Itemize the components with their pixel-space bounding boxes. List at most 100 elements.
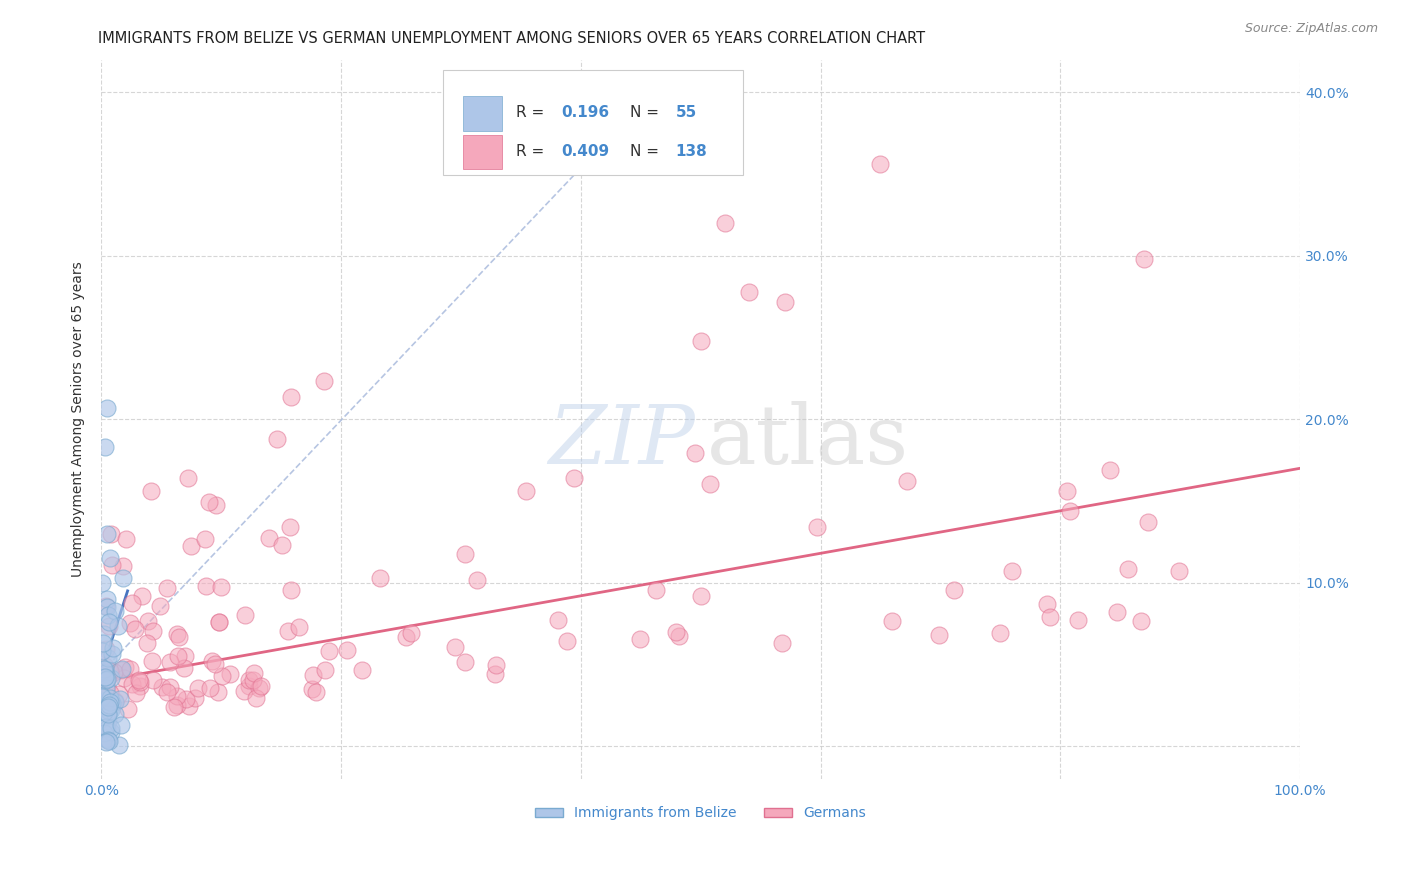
- Text: 55: 55: [675, 105, 697, 120]
- Point: [98, 551, 121, 566]
- Point: [124, 622, 146, 636]
- FancyBboxPatch shape: [443, 70, 742, 175]
- Point: [97, 714, 120, 728]
- Point: [1137, 515, 1160, 529]
- Point: [103, 641, 125, 656]
- Point: [110, 663, 132, 677]
- Point: [110, 718, 132, 732]
- Point: [100, 671, 122, 685]
- Point: [208, 615, 231, 630]
- Point: [93, 635, 115, 649]
- Point: [96, 679, 118, 693]
- Point: [184, 691, 207, 706]
- Point: [336, 643, 359, 657]
- Point: [91, 701, 114, 715]
- Point: [111, 662, 134, 676]
- Point: [103, 665, 125, 679]
- Point: [314, 374, 336, 388]
- Point: [125, 685, 148, 699]
- Point: [141, 673, 163, 687]
- Point: [93, 626, 115, 640]
- Point: [485, 657, 508, 672]
- Point: [117, 702, 139, 716]
- Point: [280, 391, 302, 405]
- Point: [238, 679, 260, 693]
- Point: [94, 670, 117, 684]
- Point: [1000, 564, 1022, 578]
- Point: [96, 693, 118, 707]
- Point: [942, 583, 965, 598]
- Point: [187, 681, 209, 695]
- Point: [1039, 610, 1062, 624]
- Point: [302, 668, 325, 682]
- Point: [94, 731, 117, 746]
- Point: [91, 644, 114, 658]
- Point: [465, 573, 488, 587]
- Point: [194, 579, 217, 593]
- Point: [150, 681, 173, 695]
- Point: [129, 675, 152, 690]
- Text: N =: N =: [630, 144, 664, 159]
- Point: [645, 582, 668, 597]
- Point: [136, 636, 159, 650]
- Point: [1067, 613, 1090, 627]
- Point: [271, 538, 294, 552]
- Text: R =: R =: [516, 144, 550, 159]
- Text: R =: R =: [516, 105, 550, 120]
- Point: [136, 615, 159, 629]
- Text: 0.409: 0.409: [561, 144, 610, 159]
- Point: [163, 700, 186, 714]
- Point: [896, 474, 918, 488]
- Point: [93, 662, 115, 676]
- Point: [96, 401, 118, 415]
- Point: [90, 575, 112, 590]
- Text: IMMIGRANTS FROM BELIZE VS GERMAN UNEMPLOYMENT AMONG SENIORS OVER 65 YEARS CORREL: IMMIGRANTS FROM BELIZE VS GERMAN UNEMPLO…: [98, 31, 925, 46]
- Point: [90, 690, 112, 704]
- Point: [245, 690, 267, 705]
- Point: [112, 558, 135, 573]
- Point: [100, 558, 122, 573]
- Point: [713, 216, 735, 230]
- Point: [665, 624, 688, 639]
- Point: [257, 531, 280, 545]
- Point: [94, 440, 117, 454]
- Point: [1107, 605, 1129, 619]
- Point: [454, 655, 477, 669]
- Point: [454, 547, 477, 561]
- Point: [232, 684, 254, 698]
- Point: [94, 673, 117, 687]
- Point: [562, 471, 585, 485]
- Point: [219, 667, 242, 681]
- Point: [249, 679, 271, 693]
- Point: [305, 685, 328, 699]
- Point: [173, 660, 195, 674]
- Point: [208, 615, 231, 630]
- Point: [628, 632, 651, 646]
- Point: [668, 629, 690, 643]
- Point: [318, 644, 340, 658]
- Point: [139, 483, 162, 498]
- Text: 0.196: 0.196: [561, 105, 610, 120]
- Point: [100, 721, 122, 735]
- Point: [96, 706, 118, 721]
- Point: [280, 583, 302, 598]
- Point: [97, 699, 120, 714]
- Point: [121, 676, 143, 690]
- Point: [205, 498, 228, 512]
- Point: [242, 673, 264, 687]
- Point: [90, 690, 112, 705]
- Point: [128, 673, 150, 687]
- Point: [100, 526, 122, 541]
- Point: [93, 705, 115, 719]
- Text: N =: N =: [630, 105, 664, 120]
- Point: [141, 654, 163, 668]
- Point: [114, 659, 136, 673]
- Point: [96, 600, 118, 615]
- Point: [159, 680, 181, 694]
- Point: [108, 691, 131, 706]
- Point: [93, 670, 115, 684]
- Point: [882, 614, 904, 628]
- Point: [484, 666, 506, 681]
- Point: [166, 649, 188, 664]
- Point: [179, 698, 201, 713]
